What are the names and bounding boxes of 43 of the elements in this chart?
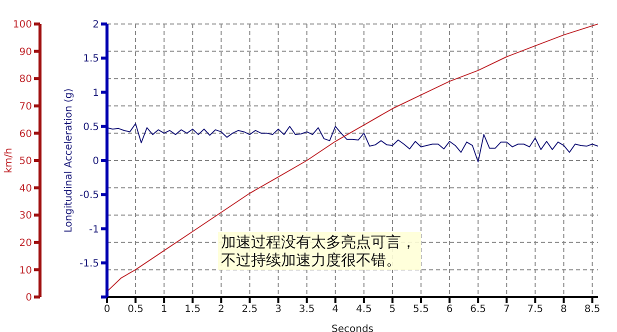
y-tick-label: -1 <box>89 224 99 236</box>
x-tick-label: 8.5 <box>584 304 600 316</box>
x-tick-label: 6.5 <box>470 304 486 316</box>
y-axis-title: Longitudinal Acceleration (g) <box>64 88 75 233</box>
x-tick-label: 3.5 <box>298 304 315 316</box>
x-tick-label: 2.5 <box>242 304 258 316</box>
y-tick-label: 0 <box>92 156 99 168</box>
y2-tick-label: 70 <box>19 101 32 112</box>
annotation: 加速过程没有太多亮点可言，不过持续加速力度很不错。 <box>218 232 421 270</box>
x-tick-label: 8 <box>560 304 567 316</box>
x-tick-label: 0 <box>104 304 110 316</box>
x-tick-label: 6 <box>446 304 453 316</box>
y2-axis-title: km/h <box>4 148 15 174</box>
y-tick-label: -0.5 <box>79 190 99 202</box>
y2-tick-label: 60 <box>19 128 32 140</box>
x-tick-label: 4 <box>332 304 339 316</box>
y2-tick-label: 10 <box>19 265 32 276</box>
x-axis-title: Seconds <box>331 324 374 332</box>
y2-tick-label: 20 <box>19 238 32 249</box>
x-tick-label: 5 <box>389 304 396 316</box>
y-tick-label: -1.5 <box>79 258 99 270</box>
y-tick-label: 1.5 <box>83 54 99 65</box>
y-tick-label: 2 <box>92 20 99 31</box>
x-tick-label: 7 <box>503 304 510 316</box>
y2-tick-label: 100 <box>12 20 32 31</box>
x-tick-label: 3 <box>275 304 282 316</box>
y2-tick-label: 0 <box>26 292 32 304</box>
line-series <box>107 24 598 292</box>
y2-tick-label: 40 <box>19 183 32 194</box>
y2-tick-label: 30 <box>19 210 32 222</box>
x-tick-label: 1 <box>160 304 168 316</box>
x-tick-label: 0.5 <box>128 304 144 316</box>
line-series <box>107 123 598 162</box>
y2-tick-label: 80 <box>19 74 32 86</box>
x-tick-label: 4.5 <box>356 304 372 316</box>
x-tick-label: 7.5 <box>527 304 544 316</box>
y2-tick-label: 50 <box>19 156 32 168</box>
y-tick-label: 1 <box>92 88 99 99</box>
x-tick-label: 5.5 <box>413 304 429 316</box>
y-tick-label: 0.5 <box>83 122 99 133</box>
x-tick-label: 2 <box>218 304 224 316</box>
x-tick-label: 1.5 <box>184 304 201 316</box>
y2-tick-label: 90 <box>19 46 32 58</box>
